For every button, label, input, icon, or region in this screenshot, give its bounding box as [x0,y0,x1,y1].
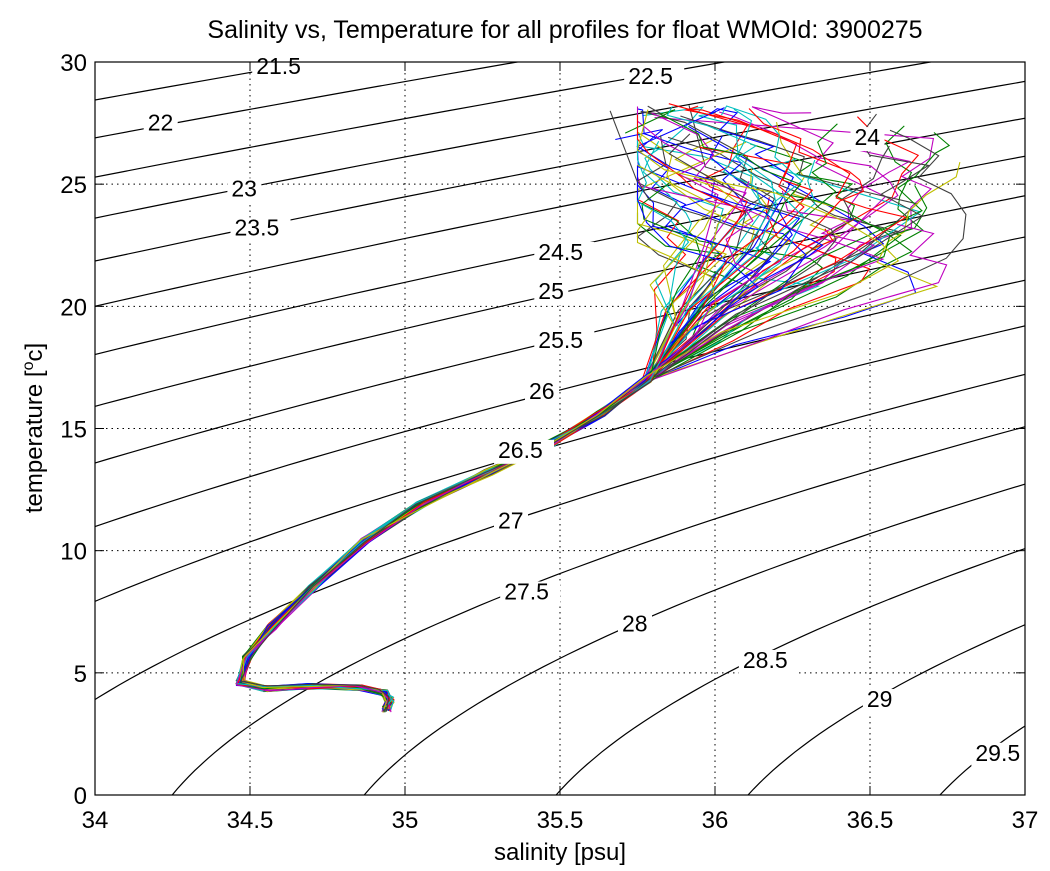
x-tick-label: 35 [392,807,419,834]
contour-label: 26 [529,378,555,404]
contour-label-bg [143,112,178,137]
x-tick-label: 36 [702,807,729,834]
contour-label: 24 [855,124,881,150]
profile-line [235,107,807,710]
profile-line [243,108,865,711]
profile-line [240,143,902,708]
profile-line [238,103,908,709]
contour-labels: 21.5 22 22.5 23 23.5 24 24.5 25 25.5 26 26.5 27 27.5… [143,53,1032,767]
contour-label-bg [624,65,685,90]
density-contour-line [939,725,1025,795]
contour-label: 29.5 [975,740,1020,766]
profile-line [235,181,761,709]
contour-label: 29 [867,686,893,712]
profile-line [240,125,917,711]
contour-label: 25.5 [538,327,583,353]
density-contour-line [95,80,1025,262]
contour-label-bg [850,127,885,152]
profile-line [237,114,746,710]
profile-line [244,111,899,710]
profile-line [235,105,773,708]
contour-label-bg [971,742,1032,767]
contour-label-bg [862,689,897,714]
contour-label-bg [525,381,559,406]
x-tick-label: 34 [82,807,109,834]
density-contour-line [95,62,521,139]
x-axis-label: salinity [psu] [494,839,626,866]
profile-line [244,112,747,710]
y-tick-label: 5 [74,661,87,688]
contour-label: 28 [622,610,648,636]
density-contour-line [95,373,1025,701]
contour-label-bg [738,649,799,674]
density-contour-line [171,426,1025,795]
contour-label-bg [252,56,313,81]
profile-line [236,161,961,710]
contour-label: 23 [231,175,257,201]
y-tick-label: 25 [60,172,87,199]
y-tick-label: 15 [60,417,87,444]
profile-line [242,159,821,710]
contour-label: 27.5 [504,579,549,605]
profile-line [235,128,912,711]
y-tick-label: 0 [74,783,87,810]
profile-line [242,174,739,709]
profile-line [236,112,766,711]
density-contour-line [95,325,1025,603]
profile-line [238,146,814,707]
profile-line [238,125,924,711]
x-tick-label: 34.5 [227,807,274,834]
axis-ticks: 34 34.5 35 35.5 36 36.5 37 0 5 10 15 20 25 30 [60,50,1038,834]
density-contour-line [95,236,1025,464]
density-contour-line [95,62,728,178]
contour-label: 26.5 [498,437,543,463]
density-contour-line [95,279,1025,528]
contour-label: 27 [498,508,524,534]
contour-label-bg [618,613,652,638]
contour-label: 25 [538,278,564,304]
profile-line [238,223,948,713]
y-axis-label: temperature [oc] [20,343,48,513]
contour-label-bg [494,439,554,464]
contour-label: 23.5 [235,214,280,240]
profile-line [240,138,736,709]
profile-lines [235,103,967,713]
density-contour-line [95,155,1025,356]
contour-label: 22 [148,109,174,135]
density-contour-line [747,624,1025,795]
profile-line [239,190,876,711]
profile-line [237,192,913,713]
contour-label: 28.5 [743,647,788,673]
profile-line [240,105,805,711]
contour-label: 22.5 [628,63,673,89]
density-contour-line [95,62,934,219]
y-tick-label: 20 [60,294,87,321]
density-contour-line [555,547,1025,795]
contour-label-bg [500,581,561,606]
density-contour-line [363,483,1025,795]
x-tick-label: 35.5 [537,807,584,834]
density-contour-line [95,117,1025,307]
y-tick-label: 30 [60,50,87,77]
y-tick-label: 10 [60,539,87,566]
x-tick-label: 36.5 [847,807,894,834]
chart-title: Salinity vs, Temperature for all profile… [207,16,922,44]
density-contour-line [95,195,1025,407]
contour-label-bg [534,241,595,266]
contour-label-bg [494,510,528,535]
x-tick-label: 37 [1012,807,1039,834]
profile-line [235,106,777,707]
contour-label-bg [534,281,569,306]
contour-label-bg [230,217,291,242]
contour-label-bg [534,329,595,354]
density-contours [95,62,1025,795]
contour-label: 24.5 [538,239,583,265]
profile-line [240,133,837,711]
contour-label-bg [227,178,262,203]
contour-label: 21.5 [256,53,301,79]
